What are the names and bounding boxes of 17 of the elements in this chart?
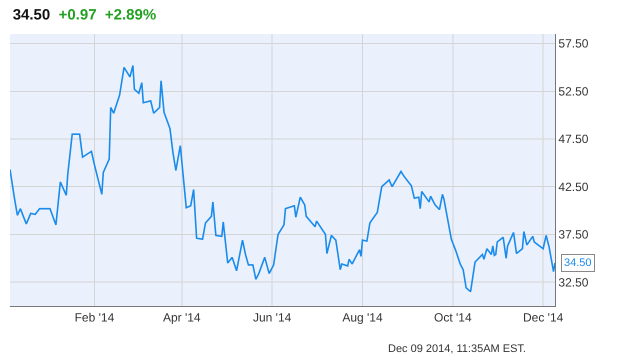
y-tick-label: 52.50 — [558, 84, 589, 98]
y-tick-label: 57.50 — [558, 36, 589, 51]
y-tick-label: 42.50 — [558, 180, 589, 194]
x-tick-label: Feb '14 — [74, 310, 115, 324]
x-tick-label: Aug '14 — [342, 310, 383, 324]
chart-subtitle: +0.97 +2.89% — [58, 6, 156, 24]
y-tick-label: 37.50 — [558, 228, 589, 242]
x-tick-label: Jun '14 — [252, 310, 292, 324]
y-tick-label: 32.50 — [558, 275, 589, 290]
annotation: 34.50 — [564, 257, 592, 269]
x-tick-label: Apr '14 — [162, 310, 201, 324]
text: Dec 09 2014, 11:35AM EST. — [388, 343, 526, 355]
chart-title: 34.50 — [12, 6, 50, 24]
line-series — [10, 64, 555, 292]
x-tick-label: Oct '14 — [434, 310, 472, 324]
y-tick-label: 47.50 — [558, 132, 589, 146]
x-tick-label: Dec '14 — [522, 310, 564, 324]
